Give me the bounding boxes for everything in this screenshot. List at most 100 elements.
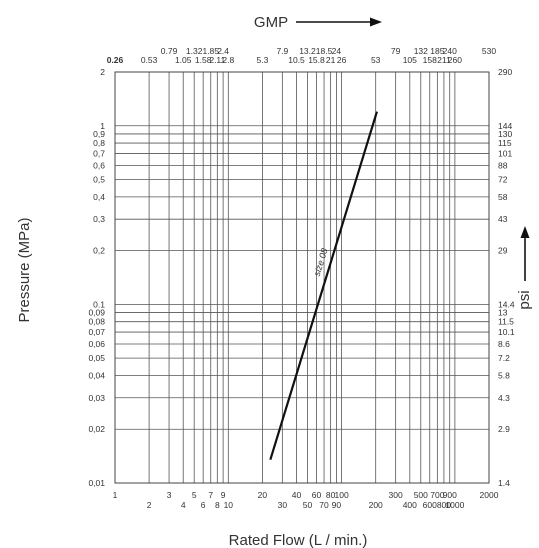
x-axis-label: Rated Flow (L / min.) bbox=[229, 532, 368, 548]
x-tick-label-18: 100 bbox=[335, 490, 349, 500]
series-line-0 bbox=[269, 111, 378, 461]
x-top-tick-label-22: 132 bbox=[414, 46, 428, 56]
y-tick-label-14: 0,06 bbox=[88, 339, 105, 349]
x-tick-label-15: 70 bbox=[319, 500, 329, 510]
x-tick-label-26: 900 bbox=[443, 490, 457, 500]
x-tick-label-1: 2 bbox=[147, 500, 152, 510]
x-tick-label-21: 400 bbox=[403, 500, 417, 510]
x-tick-label-0: 1 bbox=[113, 490, 118, 500]
y-tick-label-3: 0,8 bbox=[93, 138, 105, 148]
y-tick-label-9: 0,2 bbox=[93, 246, 105, 256]
x-top-tick-label-24: 185 bbox=[430, 46, 444, 56]
y-right-tick-label-10: 14.4 bbox=[498, 299, 515, 309]
right-axis-label: psi bbox=[516, 290, 533, 309]
x-top-tick-label-23: 158 bbox=[423, 55, 437, 65]
x-top-tick-label-9: 2.8 bbox=[222, 55, 234, 65]
x-tick-label-10: 20 bbox=[258, 490, 268, 500]
x-tick-label-14: 60 bbox=[312, 490, 322, 500]
horizontal-grid bbox=[115, 71, 489, 484]
y-right-tick-label-18: 2.9 bbox=[498, 424, 510, 434]
x-tick-label-9: 10 bbox=[224, 500, 234, 510]
x-top-tick-label-13: 13.2 bbox=[299, 46, 316, 56]
x-top-tick-label-1: 0.53 bbox=[141, 55, 158, 65]
x-top-tick-label-0: 0.26 bbox=[107, 55, 124, 65]
y-tick-labels: 210,90,80,70,60,50,40,30,20.10,090,080,0… bbox=[88, 67, 105, 488]
x-tick-label-20: 300 bbox=[389, 490, 403, 500]
y-right-tick-label-15: 7.2 bbox=[498, 353, 510, 363]
x-top-tick-label-17: 24 bbox=[332, 46, 342, 56]
x-tick-label-3: 4 bbox=[181, 500, 186, 510]
y-tick-label-11: 0,09 bbox=[88, 308, 105, 318]
x-tick-label-28: 2000 bbox=[480, 490, 499, 500]
x-top-tick-label-25: 211 bbox=[437, 55, 451, 65]
x-top-tick-label-21: 105 bbox=[403, 55, 417, 65]
y-right-tick-label-9: 29 bbox=[498, 246, 508, 256]
y-right-tick-label-12: 11.5 bbox=[498, 317, 514, 327]
y-tick-label-15: 0,05 bbox=[88, 353, 105, 363]
top-axis-arrow-icon bbox=[296, 17, 382, 27]
y-tick-label-4: 0,7 bbox=[93, 148, 105, 158]
x-top-tick-label-5: 1.58 bbox=[195, 55, 212, 65]
x-top-tick-label-11: 7.9 bbox=[276, 46, 288, 56]
x-top-tick-label-12: 10.5 bbox=[288, 55, 305, 65]
right-axis-arrow-icon bbox=[520, 226, 530, 281]
x-top-tick-label-4: 1.32 bbox=[186, 46, 203, 56]
y-tick-label-18: 0,02 bbox=[88, 424, 105, 434]
x-top-tick-label-14: 15.8 bbox=[308, 55, 325, 65]
x-tick-label-8: 9 bbox=[221, 490, 226, 500]
y-tick-label-17: 0,03 bbox=[88, 393, 105, 403]
x-top-tick-label-19: 53 bbox=[371, 55, 381, 65]
x-tick-label-23: 600 bbox=[423, 500, 437, 510]
x-tick-label-19: 200 bbox=[369, 500, 383, 510]
x-top-tick-labels: 0.26 0.530.791.051.321.581.852.112.42.8 5.… bbox=[107, 46, 497, 65]
x-top-tick-label-20: 79 bbox=[391, 46, 401, 56]
x-top-tick-label-3: 1.05 bbox=[175, 55, 192, 65]
y-right-tick-label-14: 8.6 bbox=[498, 339, 510, 349]
x-tick-label-11: 30 bbox=[278, 500, 288, 510]
x-tick-label-7: 8 bbox=[215, 500, 220, 510]
y-tick-label-19: 0,01 bbox=[88, 478, 105, 488]
y-tick-label-6: 0,5 bbox=[93, 175, 105, 185]
x-top-tick-label-16: 21 bbox=[326, 55, 336, 65]
x-top-tick-label-8: 2.4 bbox=[217, 46, 229, 56]
x-tick-label-2: 3 bbox=[167, 490, 172, 500]
y-right-tick-label-5: 88 bbox=[498, 160, 508, 170]
x-tick-label-27: 1000 bbox=[445, 500, 464, 510]
y-right-tick-label-11: 13 bbox=[498, 308, 508, 318]
x-top-tick-label-28: 530 bbox=[482, 46, 496, 56]
x-tick-label-25: 800 bbox=[437, 500, 451, 510]
x-tick-label-5: 6 bbox=[201, 500, 206, 510]
x-top-tick-label-10: 5.3 bbox=[256, 55, 268, 65]
x-tick-label-6: 7 bbox=[208, 490, 213, 500]
y-right-tick-label-1: 144 bbox=[498, 121, 512, 131]
y-tick-label-8: 0,3 bbox=[93, 214, 105, 224]
plot-frame bbox=[114, 71, 490, 484]
y-tick-label-7: 0,4 bbox=[93, 192, 105, 202]
x-top-tick-label-26: 240 bbox=[443, 46, 457, 56]
y-right-tick-label-7: 58 bbox=[498, 192, 508, 202]
y-right-tick-label-0: 290 bbox=[498, 67, 512, 77]
top-axis-label: GMP bbox=[254, 14, 288, 31]
y-right-tick-label-6: 72 bbox=[498, 175, 508, 185]
x-tick-label-12: 40 bbox=[292, 490, 302, 500]
y-right-tick-label-13: 10.1 bbox=[498, 327, 515, 337]
y-tick-label-13: 0,07 bbox=[88, 327, 105, 337]
y-tick-label-0: 2 bbox=[100, 67, 105, 77]
x-top-tick-label-2: 0.79 bbox=[161, 46, 178, 56]
series-group: size 08 bbox=[269, 111, 378, 461]
y-tick-label-16: 0,04 bbox=[88, 370, 105, 380]
x-top-tick-label-7: 2.11 bbox=[209, 55, 225, 65]
x-top-tick-label-6: 1.85 bbox=[202, 46, 219, 56]
y-right-tick-label-8: 43 bbox=[498, 214, 508, 224]
y-tick-label-1: 1 bbox=[100, 121, 105, 131]
x-tick-label-17: 90 bbox=[332, 500, 342, 510]
y-tick-label-12: 0,08 bbox=[88, 317, 105, 327]
y-tick-label-10: 0.1 bbox=[93, 299, 105, 309]
y-axis-label: Pressure (MPa) bbox=[16, 217, 33, 322]
y-right-tick-label-2: 130 bbox=[498, 129, 512, 139]
x-tick-label-22: 500 bbox=[414, 490, 428, 500]
y-right-tick-label-3: 115 bbox=[498, 138, 512, 148]
